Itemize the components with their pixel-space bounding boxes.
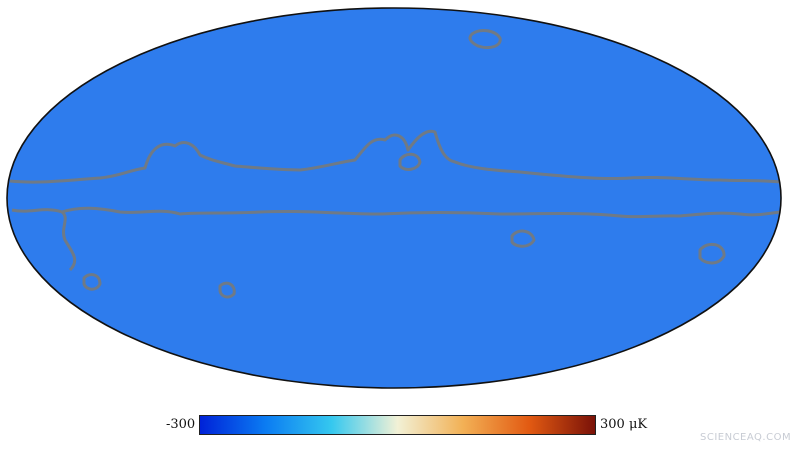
galactic-mask-contours (9, 29, 781, 299)
galactic-mask-lower-boundary (11, 206, 781, 272)
watermark: SCIENCEAQ.COM (700, 432, 792, 443)
colorbar-max-label: 300 μK (600, 417, 648, 432)
colorbar-min-label: -300 (166, 417, 196, 432)
galactic-mask-upper-boundary (9, 129, 781, 184)
sky-map-outline (6, 7, 782, 389)
mask-region-north-1 (468, 29, 502, 50)
mask-region-south-3 (82, 273, 102, 291)
mask-region-south-2 (698, 242, 726, 265)
temperature-colorbar (199, 415, 596, 435)
mask-region-south-4 (218, 281, 236, 299)
mask-region-north-2 (398, 152, 422, 171)
mask-region-south-1 (510, 229, 536, 248)
